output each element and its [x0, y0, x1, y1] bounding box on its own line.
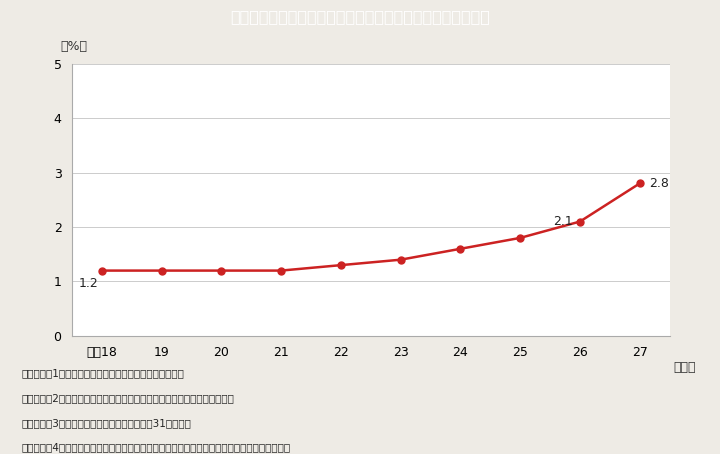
Text: （備考）　1．東洋経済新報社「役員四季報」より作成。: （備考） 1．東洋経済新報社「役員四季報」より作成。 [22, 368, 184, 378]
Text: 4．「役員」は，取締役，監査役，指名委員会等設置会社の代表執行役及び執行役。: 4．「役員」は，取締役，監査役，指名委員会等設置会社の代表執行役及び執行役。 [22, 443, 291, 453]
Text: Ｉ－２－１２図　上場企業の役員に占める女性の割合の推移: Ｉ－２－１２図 上場企業の役員に占める女性の割合の推移 [230, 9, 490, 24]
Text: 2.1: 2.1 [553, 215, 573, 228]
Text: 1.2: 1.2 [79, 277, 99, 290]
Text: （%）: （%） [60, 39, 87, 53]
Text: 3．調査時点は原則として各年７月31日現在。: 3．調査時点は原則として各年７月31日現在。 [22, 418, 192, 428]
Text: 2．調査対象は，全上場企業（ジャスダック上場会社を含む）。: 2．調査対象は，全上場企業（ジャスダック上場会社を含む）。 [22, 393, 235, 403]
Text: （年）: （年） [673, 361, 696, 374]
Text: 2.8: 2.8 [649, 177, 669, 190]
